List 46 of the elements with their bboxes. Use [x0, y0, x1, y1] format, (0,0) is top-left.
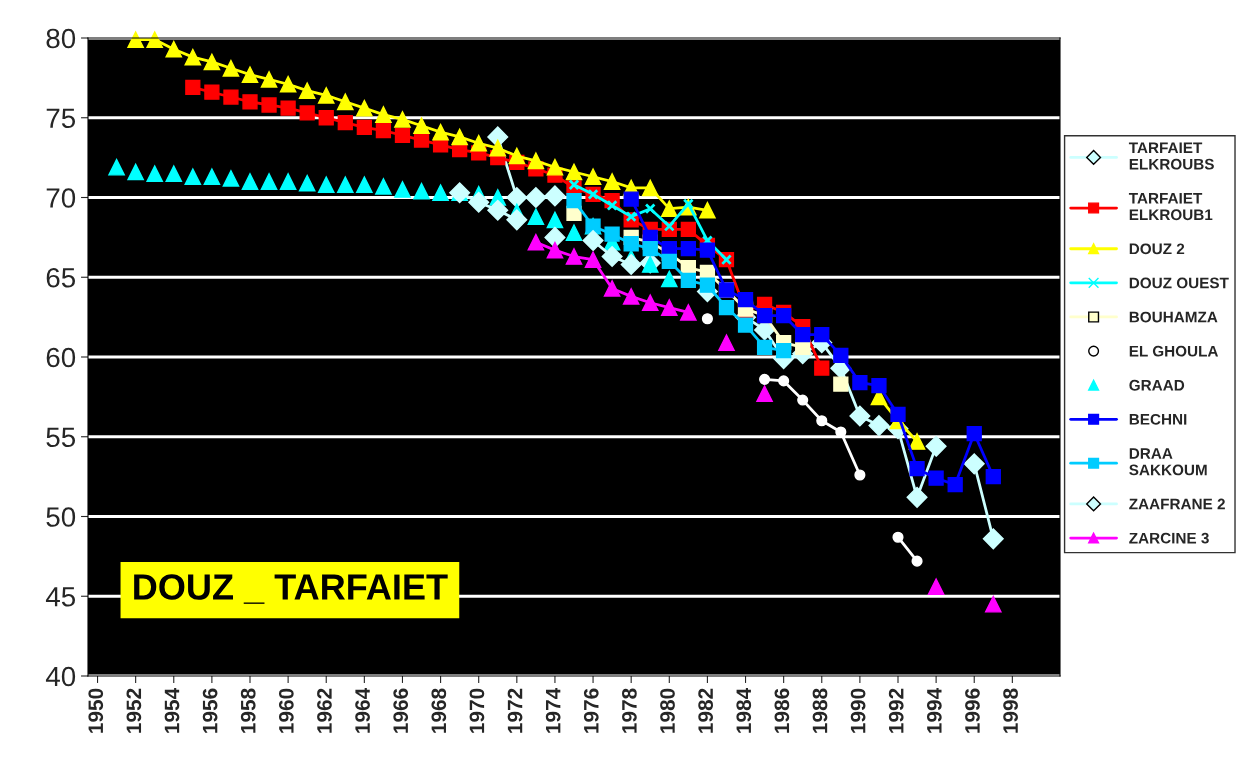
x-tick-label: 1956: [202, 688, 218, 733]
y-tick-label: 45: [45, 587, 76, 607]
x-tick-label: 1964: [355, 687, 370, 733]
x-tick-label: 1962: [317, 688, 332, 733]
y-tick-label: 50: [46, 507, 76, 527]
annotation: DOUZ _ TARFAIET: [134, 574, 448, 604]
x-tick-label: 1988: [812, 688, 828, 733]
x-tick-label: 1968: [431, 688, 447, 733]
legend-label: TARFAIET ELKROUB1: [1128, 193, 1213, 221]
legend-label: ZAAFRANE 2: [1129, 498, 1225, 510]
x-tick-label: 1974: [545, 687, 561, 733]
x-tick-label: 1976: [583, 688, 599, 733]
legend-label: TARFAIET ELKROUBS: [1128, 142, 1214, 170]
y-tick-label: 40: [45, 666, 76, 687]
y-tick-label: 65: [46, 267, 76, 288]
x-tick-label: 1982: [698, 688, 713, 733]
x-tick-label: 1984: [736, 687, 752, 733]
y-tick-label: 60: [46, 347, 76, 368]
legend-label: DRAA SAKKOUM: [1129, 448, 1207, 476]
x-tick-label: 1992: [888, 688, 904, 733]
y-tick-label: 80: [46, 28, 76, 49]
x-tick-label: 1978: [622, 688, 637, 733]
x-tick-label: 1990: [850, 688, 866, 733]
x-tick-label: 1954: [164, 687, 180, 733]
y-tick-label: 55: [46, 427, 76, 448]
legend-label: GRAAD: [1129, 379, 1185, 391]
legend-label: EL GHOULA: [1129, 345, 1219, 357]
x-tick-label: 1980: [660, 688, 675, 733]
legend-label: BOUHAMZA: [1129, 311, 1218, 323]
x-tick-label: 1958: [240, 688, 256, 733]
x-tick-label: 1966: [393, 688, 409, 733]
y-tick-label: 75: [46, 108, 76, 129]
x-tick-label: 1970: [469, 688, 485, 733]
x-tick-label: 1994: [926, 687, 942, 733]
x-tick-label: 1952: [126, 688, 142, 733]
x-tick-label: 1998: [1003, 688, 1018, 733]
legend-label: DOUZ OUEST: [1129, 277, 1229, 289]
x-tick-label: 1960: [278, 688, 294, 733]
legend-label: ZARCINE 3: [1129, 532, 1209, 544]
y-tick-label: 70: [46, 188, 76, 208]
legend-label: DOUZ 2: [1129, 243, 1185, 255]
x-tick-label: 1972: [507, 688, 523, 733]
x-tick-label: 1950: [88, 688, 104, 733]
x-tick-label: 1986: [774, 688, 790, 733]
x-tick-label: 1996: [965, 688, 980, 733]
legend-label: BECHNI: [1129, 413, 1187, 425]
